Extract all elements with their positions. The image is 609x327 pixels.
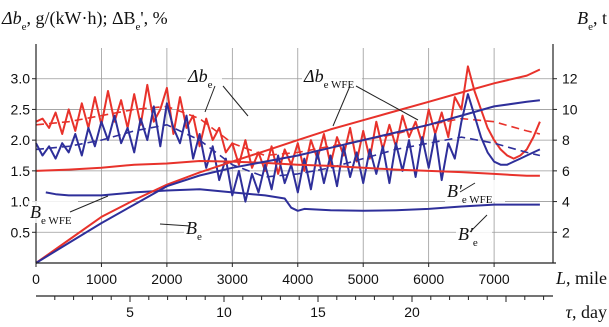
leader-line-2 — [332, 85, 351, 127]
y-left-tick-label: 1.5 — [11, 163, 31, 179]
axis-labels: Δbe, g/(kW·h); ΔBe', % Be, t L, mile τ, day — [1, 8, 607, 322]
x-axis-label: L, mile — [555, 268, 607, 288]
x-tick-label: 6000 — [413, 271, 444, 287]
x-tick-label: 4000 — [282, 271, 313, 287]
y-left-tick-label: 0.5 — [11, 224, 31, 240]
tick-labels: 0.5 1.0 1.5 2.0 2.5 3.0 2 4 6 8 10 12 0 1000 2000 3000 4… — [11, 71, 578, 320]
series-line-1 — [35, 105, 541, 157]
leader-line-3 — [355, 85, 419, 121]
series-layer — [35, 65, 541, 264]
y-right-tick-label: 6 — [562, 163, 570, 179]
annotation-bg-Bp_wfe — [445, 180, 505, 202]
y-left-tick-label: 2.0 — [11, 132, 31, 148]
x-tick-label: 7000 — [479, 271, 510, 287]
y-axis-label-left: Δbe, g/(kW·h); ΔBe', % — [1, 8, 168, 33]
y-left-tick-label: 1.0 — [11, 194, 31, 210]
series-line-3 — [35, 124, 541, 178]
annotation-bg-B_e — [184, 217, 210, 239]
x2-tick-label: 5 — [126, 304, 134, 320]
x2-axis-label: τ, day — [566, 302, 607, 322]
annotations: Δbe Δbe WFE Be WFE Be B'e WFE B'e — [28, 65, 505, 249]
leader-line-4 — [69, 195, 109, 213]
series-line-7 — [35, 99, 541, 264]
axes — [32, 44, 557, 302]
leader-line-5 — [159, 223, 191, 227]
annotation-bg-db_e — [186, 65, 222, 87]
series-line-6 — [35, 68, 541, 264]
annotation-B_e: Be — [186, 218, 202, 243]
annotation-db_e: Δbe — [187, 66, 213, 91]
annotation-bg-db_e_wfe — [302, 65, 362, 87]
y-left-tick-label: 2.5 — [11, 101, 31, 117]
series-line-5 — [45, 188, 540, 212]
x2-tick-label: 15 — [310, 304, 326, 320]
annotation-Bp_e: B'e — [458, 224, 478, 249]
annotation-Bp_wfe: B'e WFE — [447, 181, 493, 206]
x-tick-label: 5000 — [348, 271, 379, 287]
x2-tick-label: 20 — [404, 304, 420, 320]
leader-line-1 — [222, 85, 249, 117]
x-tick-label: 1000 — [86, 271, 117, 287]
x-tick-label: 2000 — [151, 271, 182, 287]
leader-line-6 — [459, 182, 476, 193]
y-right-tick-label: 8 — [562, 132, 570, 148]
leader-line-0 — [204, 85, 216, 113]
leader-line-7 — [469, 214, 488, 233]
y-left-tick-label: 3.0 — [11, 71, 31, 87]
y-axis-label-right: Be, t — [577, 8, 607, 33]
annotation-db_e_wfe: Δbe WFE — [303, 66, 355, 91]
x2-tick-label: 10 — [216, 304, 232, 320]
y-right-tick-label: 12 — [562, 71, 578, 87]
annotation-bg-B_wfe — [28, 201, 78, 223]
series-line-4 — [35, 160, 540, 177]
series-line-2 — [35, 93, 541, 203]
x-tick-label: 3000 — [217, 271, 248, 287]
annotation-bg-Bp_e — [456, 223, 492, 245]
x-tick-label: 0 — [32, 271, 40, 287]
y-right-tick-label: 10 — [562, 101, 578, 117]
annotation-B_wfe: Be WFE — [30, 202, 72, 227]
y-right-tick-label: 2 — [562, 224, 570, 240]
y-right-tick-label: 4 — [562, 194, 570, 210]
